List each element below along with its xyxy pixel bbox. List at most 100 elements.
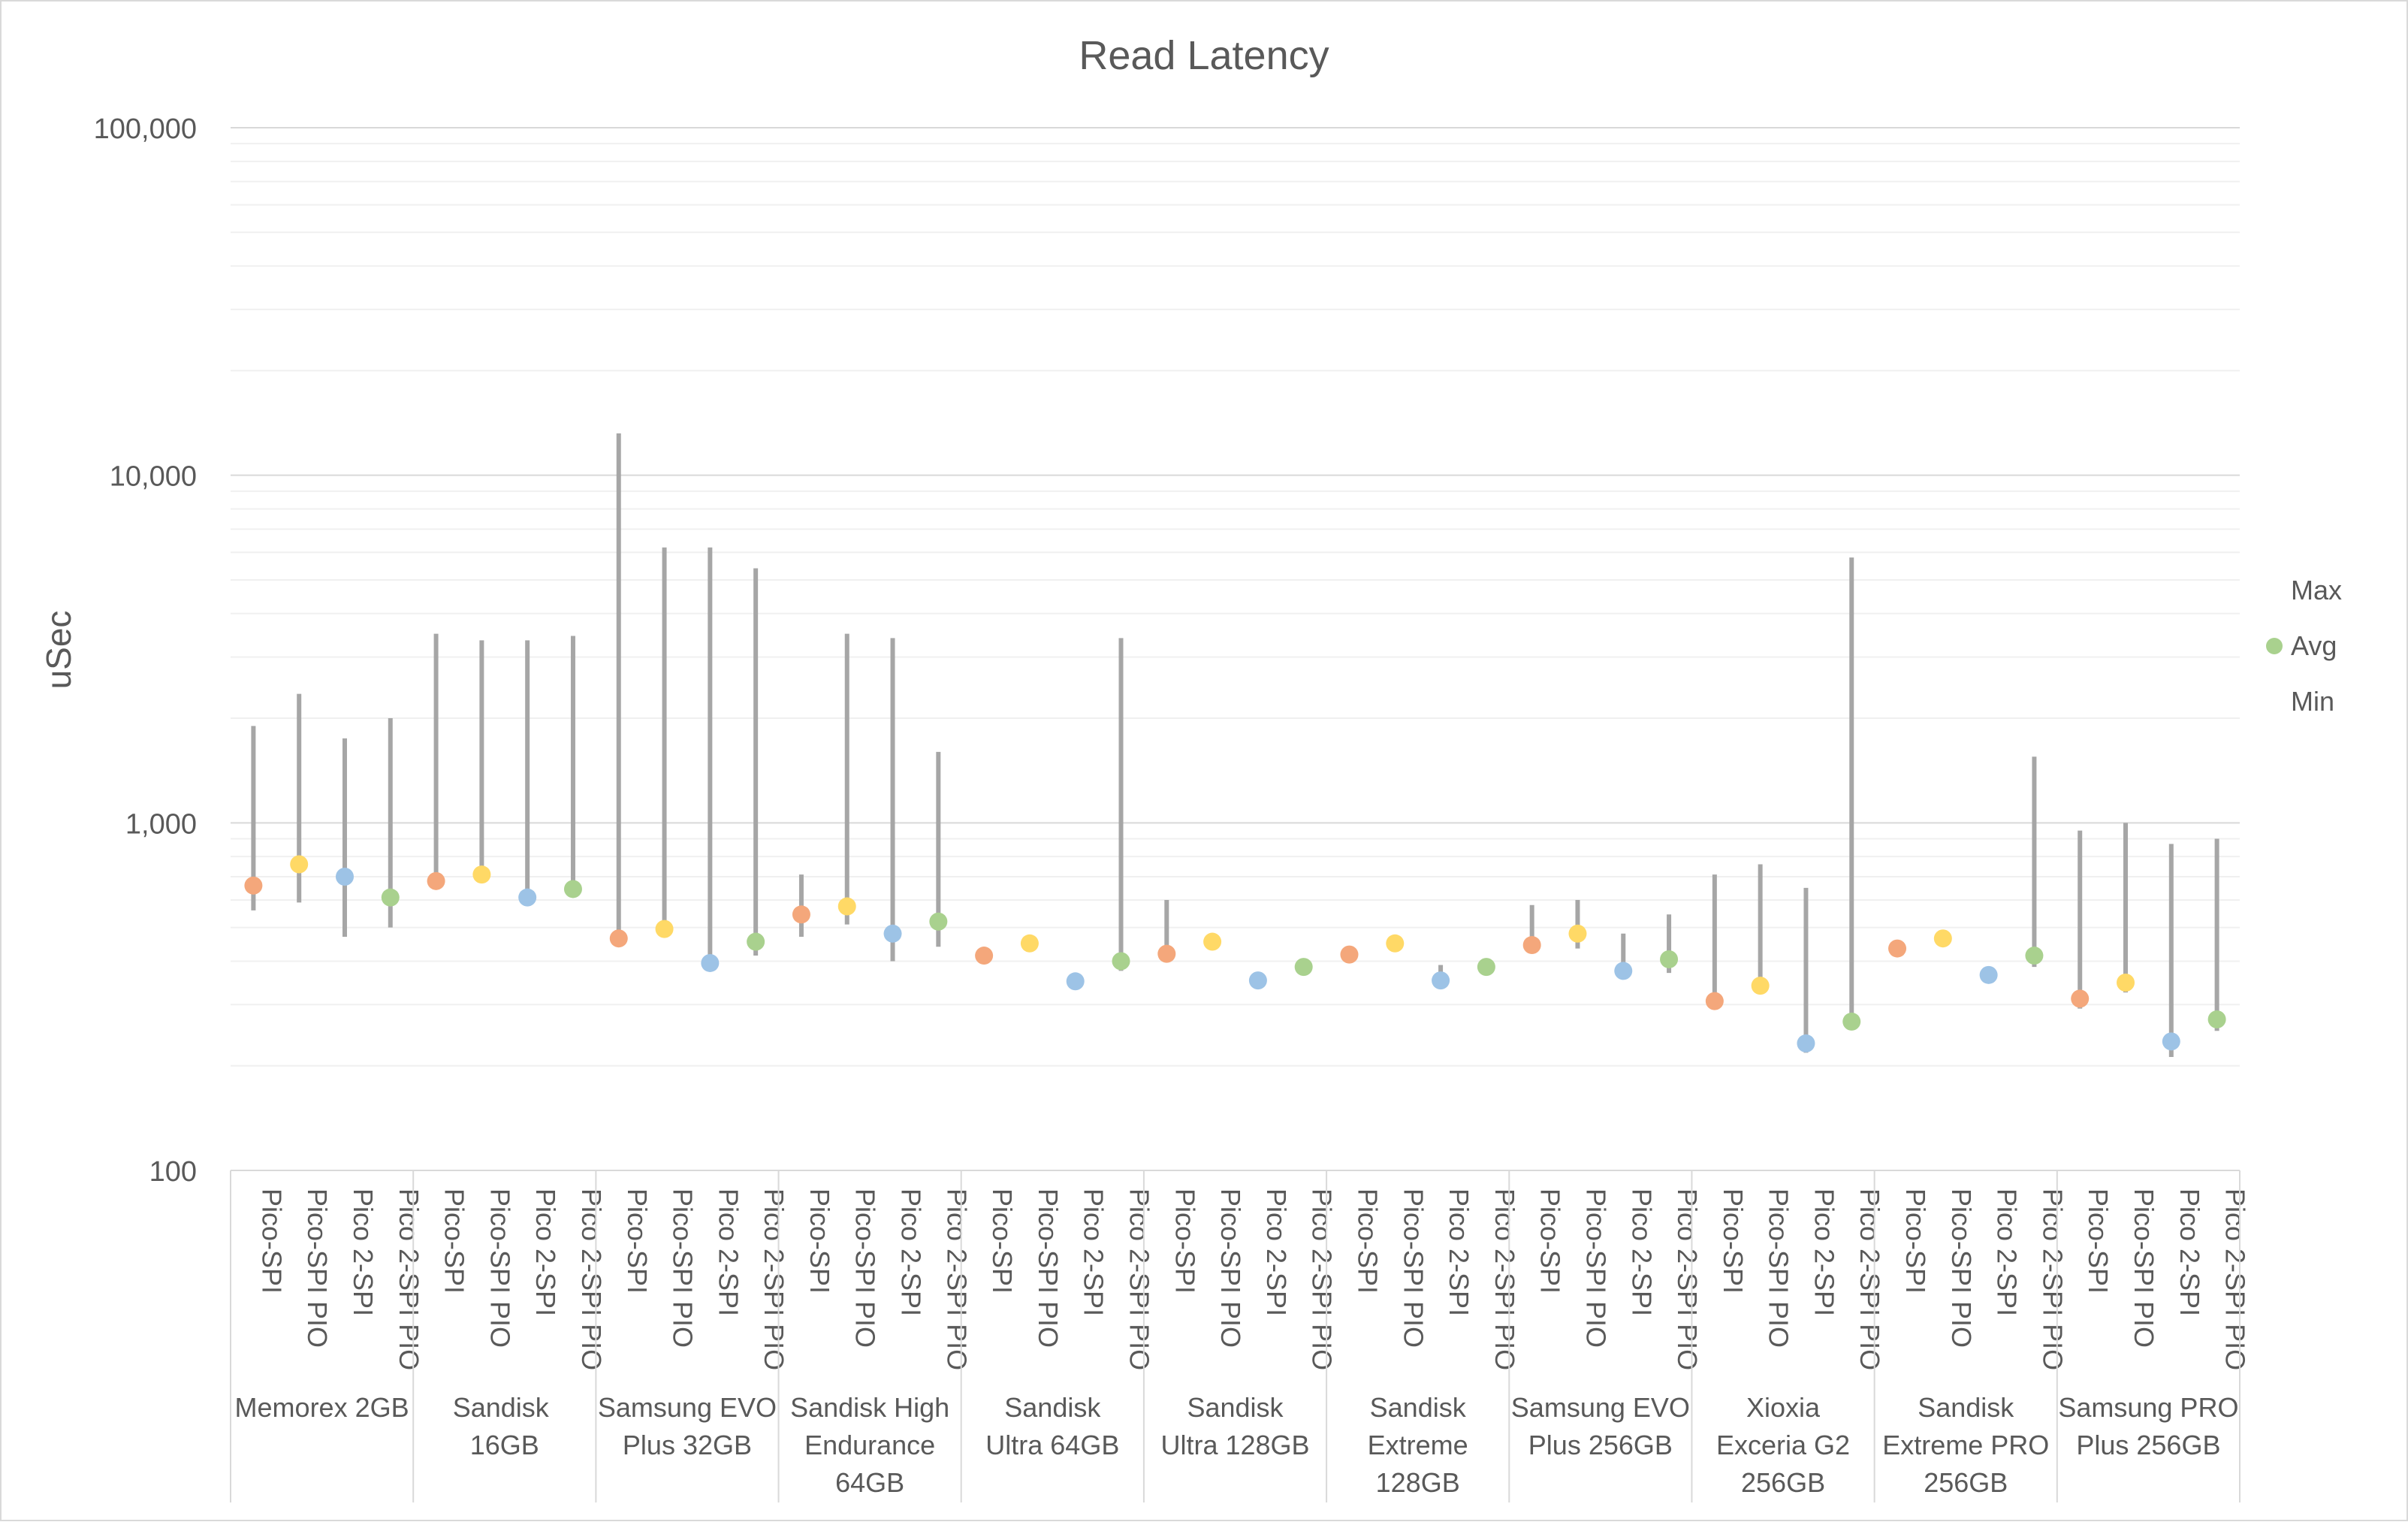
x-tick-label: Pico 2-SPI [530,1188,561,1316]
x-axis: Pico-SPI Pico-SPI PIO Pico 2-SPI Pico 2-SPI… [230,1170,2251,1502]
group-label-line: Sandisk [1370,1392,1467,1423]
y-axis-label: uSec [39,611,78,690]
group-label: Sandisk Ultra 64GB [985,1392,1119,1460]
group-label-line: Ultra 128GB [1160,1430,1309,1460]
x-tick-label: Pico 2-SPI [1809,1188,1839,1316]
x-tick-label: Pico-SPI PIO [668,1188,699,1348]
legend-marker-avg [2266,638,2283,654]
avg-point [1432,971,1450,990]
group-label-line: Memorex 2GB [235,1392,409,1423]
avg-point [1797,1034,1815,1052]
avg-point [1614,962,1633,980]
x-tick-label: Pico-SPI [2083,1188,2114,1294]
avg-point [1386,934,1405,953]
group-label-line: Sandisk [1918,1392,2014,1423]
avg-points [244,855,2226,1052]
x-tick-label: Pico-SPI [1535,1188,1566,1294]
x-tick-label: Pico 2-SPI [1444,1188,1474,1316]
group-label-line: Sandisk [1187,1392,1284,1423]
group-label-line: Sandisk [453,1392,557,1423]
y-tick-label: 1,000 [125,808,197,840]
group-label: Samsung PRO Plus 256GB [2058,1392,2238,1460]
group-label: Xioxia Exceria G2 256GB [1716,1392,1850,1498]
y-tick-label: 10,000 [110,461,197,493]
x-tick-label: Pico 2-SPI PIO [1672,1188,1703,1370]
group-label-line: Sandisk High [790,1392,949,1423]
avg-point [1157,944,1176,963]
x-tick-label: Pico 2-SPI [896,1188,927,1316]
avg-point [1842,1012,1861,1031]
x-tick-label: Pico-SPI [1352,1188,1383,1294]
avg-point [1979,965,1998,984]
group-label-line: Sandisk [1004,1392,1101,1423]
avg-point [290,855,309,874]
avg-point [1066,972,1085,991]
x-tick-label: Pico-SPI PIO [1580,1188,1611,1348]
avg-point [1888,939,1907,958]
avg-point [747,932,765,951]
y-axis: 100 1,000 10,000 100,000 [94,113,197,1188]
group-label: Sandisk High Endurance 64GB [790,1392,949,1498]
avg-point [1660,950,1679,968]
group-label-line: 64GB [835,1467,904,1498]
avg-point [2207,1010,2226,1028]
avg-point [1248,971,1267,990]
avg-point [427,871,445,890]
x-tick-label: Pico-SPI [804,1188,835,1294]
x-tick-label: Pico-SPI PIO [1215,1188,1246,1348]
group-label-line: Ultra 64GB [985,1430,1119,1460]
avg-point [563,880,582,898]
avg-point [335,868,354,886]
x-tick-label: Pico-SPI PIO [484,1188,515,1348]
group-label-line: Samsung EVO [598,1392,777,1423]
chart-title: Read Latency [1079,33,1329,78]
legend-entry: Avg [2291,630,2337,661]
avg-point [837,897,856,916]
group-label-line: 256GB [1924,1467,2008,1498]
avg-point [1477,958,1495,977]
x-tick-label: Pico-SPI PIO [1946,1188,1977,1348]
avg-point [1751,977,1770,995]
gridlines [231,127,2240,1067]
avg-point [2162,1032,2180,1051]
x-tick-label: Pico 2-SPI PIO [2037,1188,2068,1370]
avg-point [883,924,902,943]
x-tick-label: Pico-SPI [256,1188,287,1294]
legend-entry: Max [2291,575,2342,605]
group-label: Sandisk Ultra 128GB [1160,1392,1309,1460]
x-tick-label: Pico-SPI [622,1188,653,1294]
group-label: Samsung EVO Plus 256GB [1511,1392,1690,1460]
group-label-line: Xioxia [1746,1392,1821,1423]
group-label-line: Extreme [1368,1430,1468,1460]
y-tick-label: 100 [149,1156,197,1188]
x-tick-label: Pico 2-SPI PIO [394,1188,424,1370]
x-tick-label: Pico-SPI [1900,1188,1931,1294]
x-tick-label: Pico-SPI [1169,1188,1200,1294]
x-tick-label: Pico 2-SPI [1261,1188,1292,1316]
group-label-line: Samsung EVO [1511,1392,1690,1423]
avg-point [244,876,263,895]
x-tick-label: Pico-SPI PIO [1764,1188,1794,1348]
group-label-line: 128GB [1376,1467,1460,1498]
x-tick-label: Pico 2-SPI [1992,1188,2023,1316]
group-label-line: Endurance [804,1430,935,1460]
avg-point [518,888,537,907]
x-tick-label: Pico 2-SPI PIO [1307,1188,1338,1370]
x-tick-label: Pico 2-SPI [348,1188,379,1316]
group-label-line: 16GB [470,1430,539,1460]
x-tick-label: Pico 2-SPI PIO [759,1188,789,1370]
avg-point [1933,929,1952,948]
avg-point [1020,934,1039,953]
avg-point [1203,932,1222,951]
avg-point [2025,947,2044,965]
group-label-line: 256GB [1741,1467,1825,1498]
x-tick-label: Pico-SPI PIO [850,1188,881,1348]
x-tick-label: Pico 2-SPI PIO [1124,1188,1155,1370]
x-tick-label: Pico 2-SPI PIO [576,1188,607,1370]
x-tick-label: Pico-SPI [439,1188,470,1294]
x-tick-label: Pico-SPI PIO [1398,1188,1429,1348]
avg-point [1522,936,1541,955]
